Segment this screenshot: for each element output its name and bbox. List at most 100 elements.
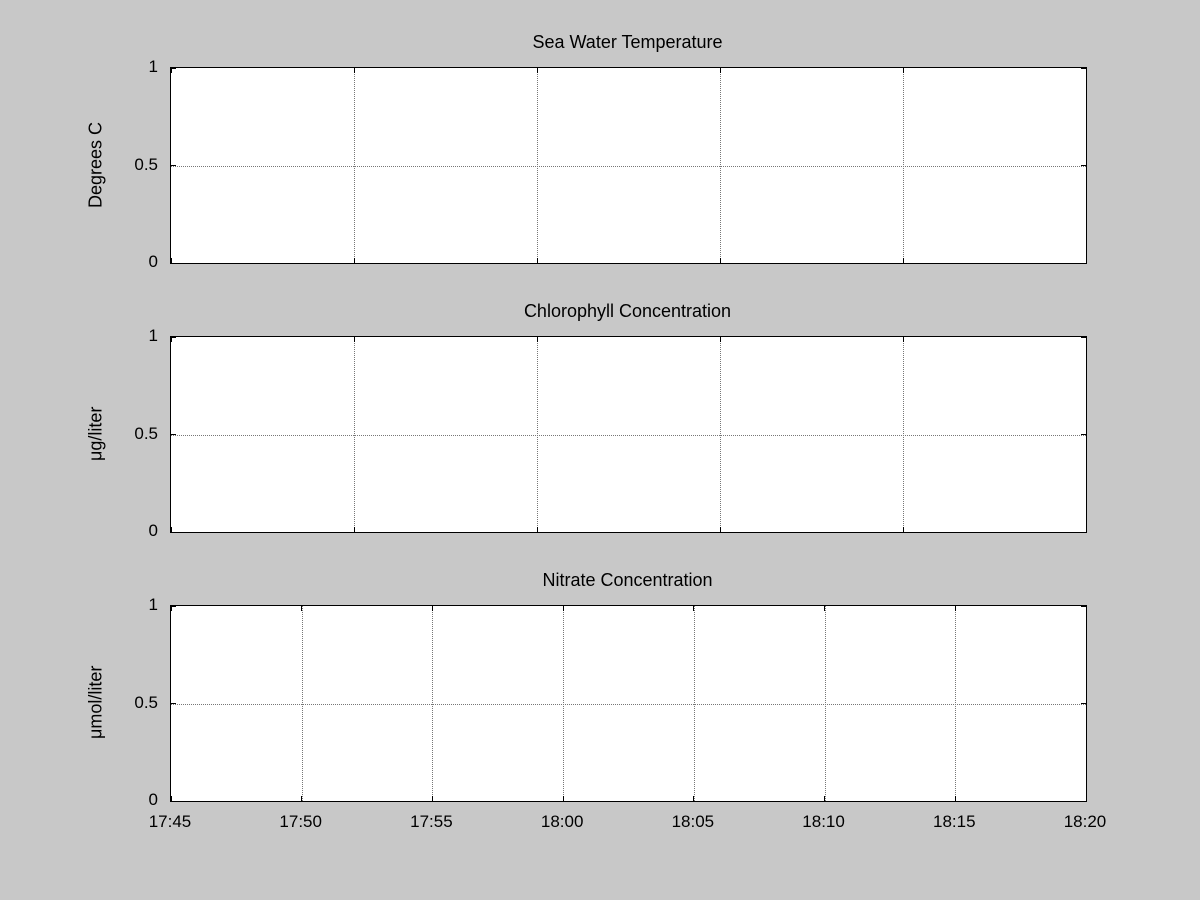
y-tick-labels: 0 0.5 1 [0,27,1200,317]
y-tick-label: 1 [148,595,158,614]
x-tick-label: 17:55 [410,812,453,831]
y-tick-label: 0.5 [134,423,158,443]
x-tick-mark [954,606,956,611]
y-tick-mark [1081,703,1086,704]
grid-layer [171,606,1086,801]
x-tick-mark [170,68,172,73]
x-tick-mark [1085,796,1087,801]
plot-area [170,336,1087,533]
x-tick-mark [1085,527,1087,532]
y-tick-label: 0 [148,790,158,809]
x-tick-mark [719,527,721,532]
x-tick-mark [170,337,172,342]
x-tick-label: 18:15 [933,812,976,831]
horizontal-gridline [171,434,1086,436]
y-tick-label: 0.5 [134,692,158,712]
x-tick-mark [353,258,355,263]
x-tick-labels [0,27,1200,317]
x-tick-mark [1085,68,1087,73]
y-tick-mark [171,262,176,264]
x-tick-mark [824,796,826,801]
y-tick-mark [1081,165,1086,166]
y-tick-mark [1081,605,1086,607]
tick-layer [170,336,1087,533]
x-tick-mark [353,68,355,73]
x-tick-mark [1085,337,1087,342]
x-tick-labels: 17:45 17:50 17:55 18:00 18:05 18:10 18:15 18:20 [0,565,1200,855]
y-tick-label: 0 [148,252,158,271]
x-tick-mark [170,258,172,263]
x-tick-mark [536,527,538,532]
x-tick-mark [719,258,721,263]
x-tick-mark [431,796,433,801]
y-tick-mark [1081,531,1086,533]
grid-layer [171,68,1086,263]
y-tick-label: 0 [148,521,158,540]
y-tick-labels: 0 0.5 1 [0,565,1200,855]
panel-sea-water-temperature: Sea Water Temperature Degrees C 0 0.5 1 [0,27,1200,317]
tick-layer [170,67,1087,264]
x-tick-mark [719,337,721,342]
x-tick-mark [353,337,355,342]
y-tick-mark [171,531,176,533]
y-tick-label: 1 [148,326,158,345]
y-tick-mark [171,67,176,69]
x-tick-mark [1085,258,1087,263]
x-tick-label: 18:20 [1063,812,1107,831]
chart-title: Nitrate Concentration [542,570,713,590]
x-tick-label: 17:45 [148,812,192,831]
panel-nitrate-concentration: Nitrate Concentration μmol/liter 0 0.5 1 1… [0,565,1200,855]
horizontal-gridline [171,165,1086,167]
panel-chlorophyll-concentration: Chlorophyll Concentration μg/liter 0 0.5 1 [0,296,1200,586]
x-tick-mark [353,527,355,532]
x-tick-mark [693,606,695,611]
y-tick-mark [171,800,176,802]
x-tick-mark [170,527,172,532]
y-tick-mark [171,434,176,435]
x-tick-label: 18:05 [671,812,715,831]
y-tick-labels: 0 0.5 1 [0,296,1200,586]
y-tick-label: 0.5 [134,154,158,174]
y-tick-mark [1081,336,1086,338]
plot-area [170,67,1087,264]
x-tick-label: 18:10 [802,812,845,831]
y-tick-mark [171,165,176,166]
x-tick-mark [902,68,904,73]
y-tick-mark [171,605,176,607]
x-tick-mark [536,68,538,73]
x-tick-mark [902,258,904,263]
grid-layer [171,337,1086,532]
x-tick-label: 18:00 [540,812,584,831]
y-tick-mark [1081,67,1086,69]
x-tick-mark [170,796,172,801]
x-tick-mark [562,796,564,801]
tick-layer [170,605,1087,802]
chart-title: Chlorophyll Concentration [523,301,732,321]
x-tick-mark [431,606,433,611]
x-tick-mark [824,606,826,611]
x-tick-mark [693,796,695,801]
y-tick-mark [171,703,176,704]
x-tick-mark [902,337,904,342]
y-tick-label: 1 [148,57,158,76]
x-tick-mark [536,258,538,263]
x-tick-label: 17:50 [279,812,322,831]
x-tick-mark [562,606,564,611]
y-tick-mark [1081,800,1086,802]
plot-area [170,605,1087,802]
x-tick-mark [536,337,538,342]
x-tick-mark [902,527,904,532]
y-tick-mark [1081,262,1086,264]
x-tick-labels [0,296,1200,586]
x-tick-mark [719,68,721,73]
x-tick-mark [170,606,172,611]
x-tick-mark [1085,606,1087,611]
chart-title: Sea Water Temperature [532,32,723,52]
x-tick-mark [954,796,956,801]
x-tick-mark [301,796,303,801]
y-tick-mark [1081,434,1086,435]
horizontal-gridline [171,703,1086,705]
y-tick-mark [171,336,176,338]
x-tick-mark [301,606,303,611]
